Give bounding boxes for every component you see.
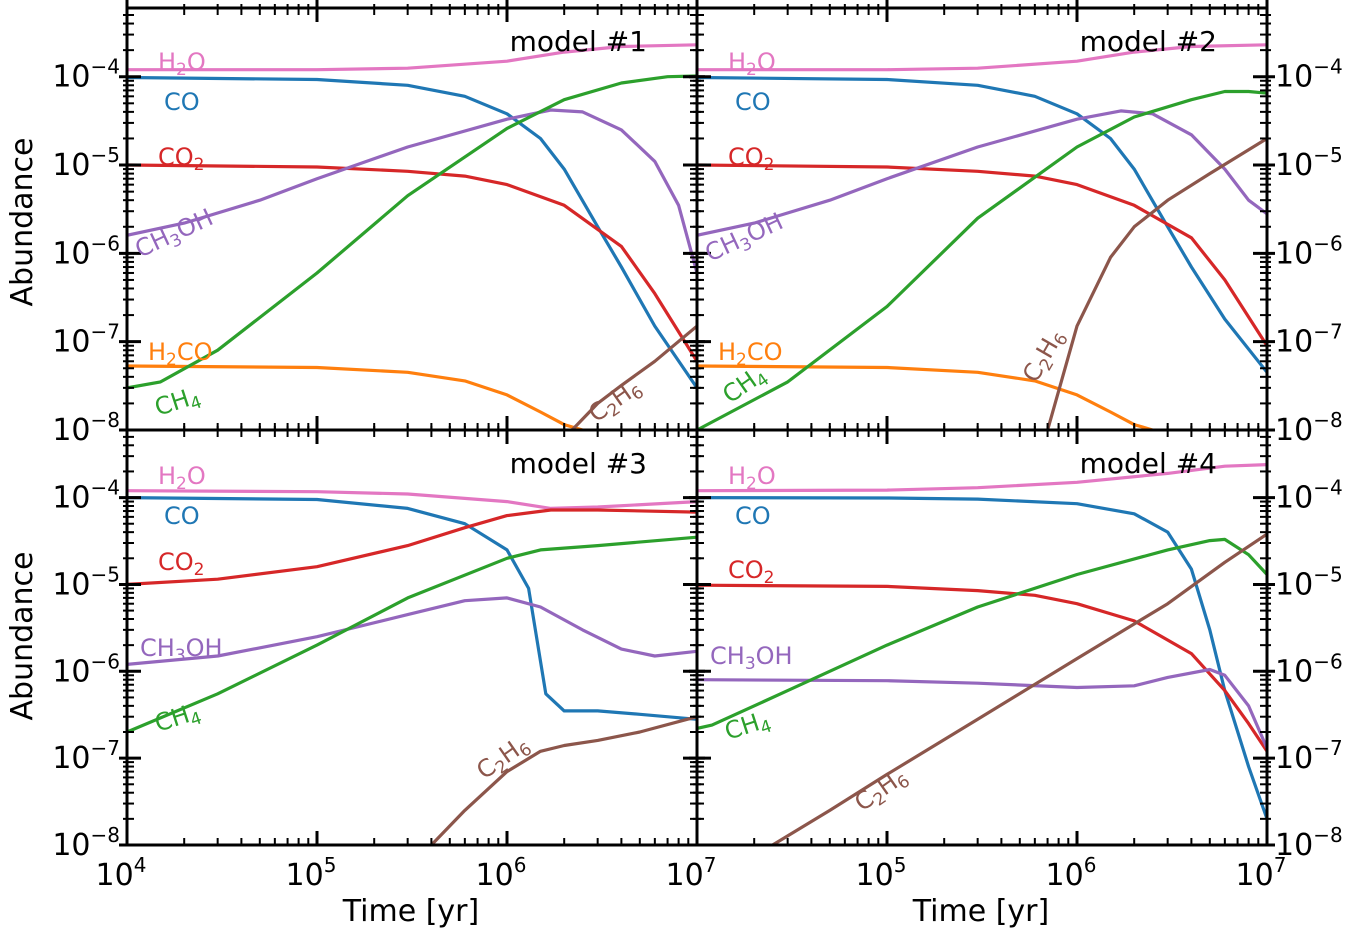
plot-frame <box>695 428 1269 847</box>
series-line-co <box>127 75 697 389</box>
series-line-c2h6 <box>570 324 697 430</box>
series-label-h2co: H2CO <box>148 338 213 370</box>
y-tick-label: 10−8 <box>1275 823 1343 863</box>
y-tick-label: 10−4 <box>1275 476 1343 516</box>
series-label-c2h6: C2H6 <box>471 730 536 789</box>
series-label-ch4: CH4 <box>151 381 204 426</box>
y-tick-label: 10−5 <box>1275 143 1343 183</box>
series-line-co <box>697 75 1267 374</box>
series-line-ch3oh <box>127 596 697 666</box>
series-label-co2: CO2 <box>158 143 204 175</box>
y-tick-label: 10−6 <box>52 649 120 689</box>
y-tick-label: 10−5 <box>52 143 120 183</box>
series-label-co2: CO2 <box>728 143 774 175</box>
y-tick-label: 10−6 <box>1275 649 1343 689</box>
series-label-ch3oh: CH3OH <box>710 642 793 674</box>
series-label-ch3oh: CH3OH <box>131 203 219 267</box>
panel-model-2: 10−8 10−7 10−6 10−5 10−4 model #2 H2O CO CO2 CH3O… <box>689 0 1343 448</box>
series-line-h2o <box>697 463 1267 493</box>
series-line-co <box>127 496 697 721</box>
y-tick-label: 10−8 <box>52 823 120 863</box>
y-tick-label: 10−4 <box>52 55 120 95</box>
series-label-c2h6: C2H6 <box>849 762 914 821</box>
y-tick-label: 10−6 <box>1275 231 1343 271</box>
y-tick-label: 10−8 <box>52 408 120 448</box>
tick-labels: 10−8 10−7 10−6 10−5 10−4 <box>1275 55 1343 448</box>
series-label-co: CO <box>735 88 771 116</box>
y-tick-label: 10−8 <box>1275 408 1343 448</box>
tick-labels: 10−8 10−7 10−6 10−5 10−4 105 106 107 <box>856 476 1343 893</box>
series-line-ch3oh <box>697 109 1267 237</box>
x-tick-label: 107 <box>1236 853 1287 893</box>
series-lines <box>697 43 1267 430</box>
y-tick-label: 10−7 <box>52 736 120 776</box>
y-tick-label: 10−5 <box>1275 562 1343 602</box>
y-tick-label: 10−5 <box>52 562 120 602</box>
series-line-ch4 <box>697 89 1267 430</box>
x-axis-label-left: Time [yr] <box>342 894 479 929</box>
series-lines <box>127 489 697 845</box>
x-tick-label: 105 <box>856 853 907 893</box>
series-label-co: CO <box>164 502 200 530</box>
series-line-h2o <box>697 43 1267 72</box>
panel-model-4: 10−8 10−7 10−6 10−5 10−4 105 106 107 model #4 H2O… <box>689 422 1343 893</box>
series-lines <box>127 43 697 430</box>
series-line-ch3oh <box>697 667 1267 749</box>
series-label-co2: CO2 <box>158 548 204 580</box>
series-label-co: CO <box>735 502 771 530</box>
series-line-ch4 <box>127 74 697 390</box>
series-label-c2h6: C2H6 <box>1017 324 1073 389</box>
series-line-h2o <box>127 489 697 510</box>
series-label-ch3oh: CH3OH <box>701 207 789 271</box>
series-lines <box>697 463 1267 845</box>
series-line-ch3oh <box>127 108 697 274</box>
panel-model-1: 10−8 10−7 10−6 10−5 10−4 model #1 H2O CO CO2 CH3O… <box>52 0 705 448</box>
x-tick-label: 107 <box>666 853 717 893</box>
series-label-h2co: H2CO <box>718 338 783 370</box>
y-tick-label: 10−6 <box>52 231 120 271</box>
series-line-ch4 <box>127 535 697 734</box>
series-line-co <box>697 496 1267 820</box>
series-line-c2h6 <box>430 715 697 845</box>
series-label-h2o: H2O <box>728 462 776 494</box>
panel-title: model #4 <box>1080 447 1217 480</box>
x-tick-label: 104 <box>96 853 147 893</box>
series-line-h2co <box>697 364 1154 430</box>
y-axis-label-bottom: Abundance <box>5 552 40 721</box>
series-line-co2 <box>127 508 697 586</box>
tick-labels: 10−8 10−7 10−6 10−5 10−4 <box>52 55 120 448</box>
x-tick-label: 106 <box>476 853 527 893</box>
y-tick-label: 10−7 <box>1275 736 1343 776</box>
x-tick-label: 106 <box>1046 853 1097 893</box>
x-axis-label-right: Time [yr] <box>912 894 1049 929</box>
series-label-h2o: H2O <box>158 48 206 80</box>
panel-model-3: 10−8 10−7 10−6 10−5 10−4 104 105 106 107 model #3… <box>52 422 716 893</box>
series-label-co2: CO2 <box>728 556 774 588</box>
panel-title: model #2 <box>1080 25 1217 58</box>
panel-title: model #1 <box>510 25 647 58</box>
tick-labels: 10−8 10−7 10−6 10−5 10−4 104 105 106 107 <box>52 476 716 893</box>
panel-title: model #3 <box>510 447 647 480</box>
series-line-c2h6 <box>1046 137 1267 430</box>
series-line-h2co <box>127 364 584 430</box>
series-line-ch4 <box>697 537 1267 730</box>
series-line-co2 <box>697 583 1267 753</box>
y-axis-label-top: Abundance <box>5 138 40 307</box>
series-line-c2h6 <box>771 532 1267 845</box>
chart-panels: 10−8 10−7 10−6 10−5 10−4 model #1 H2O CO CO2 CH3O… <box>52 0 1343 893</box>
y-tick-label: 10−4 <box>52 476 120 516</box>
axis-ticks <box>689 422 1275 847</box>
y-tick-label: 10−4 <box>1275 55 1343 95</box>
series-line-h2o <box>127 43 697 72</box>
series-label-co: CO <box>164 88 200 116</box>
series-label-ch3oh: CH3OH <box>140 634 223 666</box>
series-label-ch4: CH4 <box>721 705 774 750</box>
series-label-h2o: H2O <box>158 462 206 494</box>
x-tick-label: 105 <box>286 853 337 893</box>
y-tick-label: 10−7 <box>52 320 120 360</box>
series-label-c2h6: C2H6 <box>583 373 648 432</box>
y-tick-label: 10−7 <box>1275 320 1343 360</box>
series-label-h2o: H2O <box>728 48 776 80</box>
